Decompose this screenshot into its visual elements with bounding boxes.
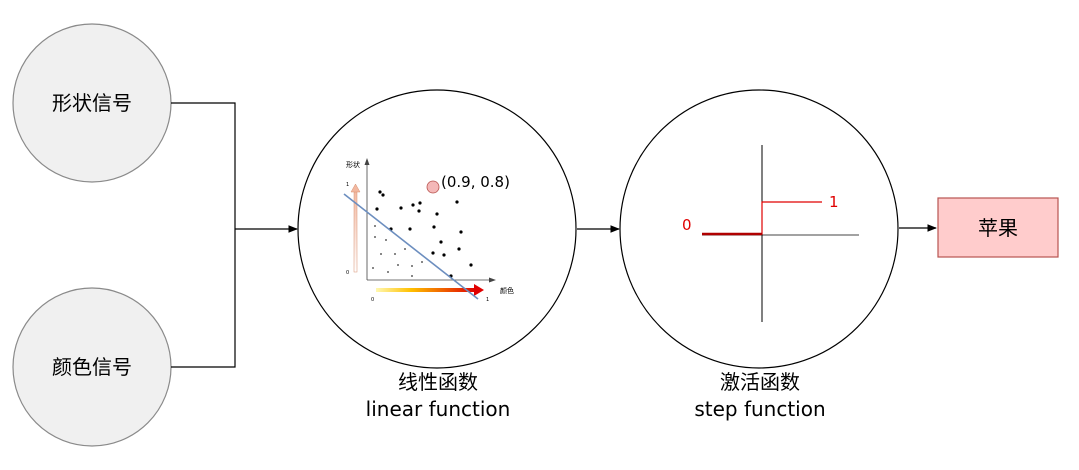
- y-top-tick: 1: [346, 182, 349, 188]
- activation-caption-en: step function: [694, 397, 825, 421]
- step-function-node: 0 1 激活函数 step function: [619, 89, 899, 421]
- highlighted-point: [426, 180, 440, 194]
- x-right-tick: 1: [486, 297, 489, 303]
- y-axis-arrow: [364, 158, 370, 165]
- fit-line: [343, 193, 479, 300]
- scatter-dots-large: [375, 190, 473, 278]
- shape-signal-label: 形状信号: [52, 91, 132, 115]
- x-axis-label: 颜色: [500, 286, 514, 295]
- x-gradient-bar: [376, 288, 476, 292]
- output-node: 苹果: [937, 197, 1059, 258]
- scatter-dots-small: [372, 225, 423, 277]
- output-label: 苹果: [978, 216, 1018, 240]
- step-high-label: 1: [829, 193, 839, 211]
- color-signal-label: 颜色信号: [52, 355, 132, 379]
- y-bottom-tick: 0: [346, 270, 349, 276]
- color-signal-node: 颜色信号: [12, 287, 172, 447]
- linear-function-node: 形状 1 0 颜色 0 1: [297, 89, 577, 421]
- y-gradient-arrow: [350, 183, 361, 193]
- linear-caption-en: linear function: [366, 397, 511, 421]
- shape-signal-node: 形状信号: [12, 23, 172, 183]
- point-label: (0.9, 0.8): [441, 173, 510, 191]
- scatter-plot: 形状 1 0 颜色 0 1: [343, 158, 514, 303]
- activation-caption-cn: 激活函数: [720, 370, 800, 394]
- x-gradient-arrow: [474, 284, 484, 296]
- x-axis-arrow: [489, 277, 496, 283]
- step-low-label: 0: [682, 216, 692, 234]
- y-axis-label: 形状: [346, 160, 360, 169]
- linear-caption-cn: 线性函数: [398, 370, 478, 394]
- x-left-tick: 0: [371, 297, 374, 303]
- input-connectors: [171, 102, 298, 368]
